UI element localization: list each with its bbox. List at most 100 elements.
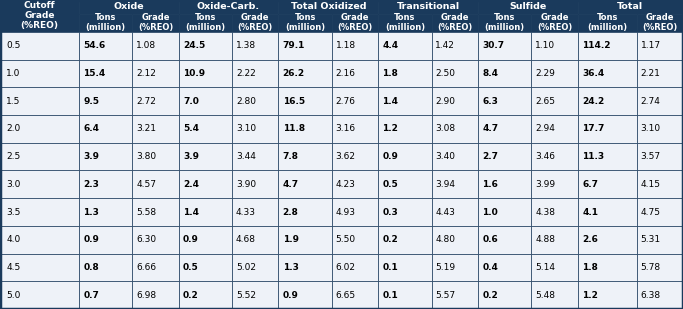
Text: 6.30: 6.30 xyxy=(136,235,156,244)
Bar xyxy=(578,0,683,14)
Bar xyxy=(179,115,232,143)
Text: 3.40: 3.40 xyxy=(435,152,456,161)
Bar xyxy=(637,143,683,171)
Text: 2.5: 2.5 xyxy=(6,152,20,161)
Bar xyxy=(478,198,531,226)
Text: 2.76: 2.76 xyxy=(335,97,356,106)
Text: 1.10: 1.10 xyxy=(535,41,555,50)
Text: 11.8: 11.8 xyxy=(283,124,305,133)
Bar xyxy=(531,32,578,60)
Bar xyxy=(279,115,332,143)
Bar xyxy=(0,254,79,281)
Text: 5.58: 5.58 xyxy=(136,208,156,217)
Bar xyxy=(378,198,432,226)
Text: 2.3: 2.3 xyxy=(83,180,99,189)
Bar xyxy=(478,115,531,143)
Text: 2.29: 2.29 xyxy=(535,69,555,78)
Text: 1.17: 1.17 xyxy=(641,41,660,50)
Bar xyxy=(279,254,332,281)
Text: 3.99: 3.99 xyxy=(535,180,555,189)
Bar xyxy=(378,143,432,171)
Bar xyxy=(378,115,432,143)
Text: 4.38: 4.38 xyxy=(535,208,555,217)
Text: 4.43: 4.43 xyxy=(435,208,456,217)
Bar xyxy=(0,87,79,115)
Text: 1.8: 1.8 xyxy=(382,69,398,78)
Text: Tons
(million): Tons (million) xyxy=(285,13,325,32)
Bar xyxy=(133,281,179,309)
Text: 6.7: 6.7 xyxy=(583,180,598,189)
Text: 2.65: 2.65 xyxy=(535,97,555,106)
Bar xyxy=(637,14,683,32)
Bar xyxy=(0,0,79,32)
Bar xyxy=(531,87,578,115)
Text: 7.0: 7.0 xyxy=(183,97,199,106)
Bar xyxy=(179,143,232,171)
Text: 4.93: 4.93 xyxy=(335,208,356,217)
Text: 3.5: 3.5 xyxy=(6,208,20,217)
Text: 2.72: 2.72 xyxy=(136,97,156,106)
Text: Grade
(%REO): Grade (%REO) xyxy=(642,13,678,32)
Text: 6.38: 6.38 xyxy=(641,291,660,300)
Text: 5.31: 5.31 xyxy=(641,235,660,244)
Text: 2.16: 2.16 xyxy=(335,69,356,78)
Bar xyxy=(432,226,478,254)
Bar xyxy=(478,171,531,198)
Text: 5.4: 5.4 xyxy=(183,124,199,133)
Bar xyxy=(179,60,232,87)
Text: 2.74: 2.74 xyxy=(641,97,660,106)
Bar xyxy=(79,87,133,115)
Bar xyxy=(79,0,179,14)
Text: 1.2: 1.2 xyxy=(583,291,598,300)
Text: 0.5: 0.5 xyxy=(183,263,199,272)
Bar xyxy=(332,171,378,198)
Text: Tons
(million): Tons (million) xyxy=(587,13,627,32)
Bar xyxy=(232,32,279,60)
Bar xyxy=(0,143,79,171)
Bar xyxy=(279,14,332,32)
Bar xyxy=(279,60,332,87)
Text: 3.44: 3.44 xyxy=(236,152,255,161)
Text: Total Oxidized: Total Oxidized xyxy=(290,2,366,11)
Bar xyxy=(332,226,378,254)
Text: 0.2: 0.2 xyxy=(482,291,498,300)
Text: Tons
(million): Tons (million) xyxy=(85,13,126,32)
Text: 4.33: 4.33 xyxy=(236,208,256,217)
Bar xyxy=(432,254,478,281)
Bar xyxy=(332,143,378,171)
Text: 9.5: 9.5 xyxy=(83,97,99,106)
Bar xyxy=(79,32,133,60)
Bar xyxy=(79,254,133,281)
Text: 0.5: 0.5 xyxy=(382,180,398,189)
Bar xyxy=(0,115,79,143)
Text: 2.94: 2.94 xyxy=(535,124,555,133)
Text: Grade
(%REO): Grade (%REO) xyxy=(337,13,373,32)
Text: 5.57: 5.57 xyxy=(435,291,456,300)
Bar xyxy=(279,87,332,115)
Text: 4.7: 4.7 xyxy=(482,124,499,133)
Bar xyxy=(432,32,478,60)
Bar xyxy=(531,60,578,87)
Bar xyxy=(232,198,279,226)
Bar xyxy=(79,115,133,143)
Text: 4.75: 4.75 xyxy=(641,208,660,217)
Text: 11.3: 11.3 xyxy=(583,152,604,161)
Text: 2.80: 2.80 xyxy=(236,97,256,106)
Text: 2.6: 2.6 xyxy=(583,235,598,244)
Text: 15.4: 15.4 xyxy=(83,69,105,78)
Text: 3.0: 3.0 xyxy=(6,180,20,189)
Text: 30.7: 30.7 xyxy=(482,41,504,50)
Bar xyxy=(232,115,279,143)
Bar xyxy=(279,143,332,171)
Text: 1.5: 1.5 xyxy=(6,97,20,106)
Text: Grade
(%REO): Grade (%REO) xyxy=(238,13,273,32)
Bar xyxy=(133,226,179,254)
Text: 0.3: 0.3 xyxy=(382,208,398,217)
Text: 5.50: 5.50 xyxy=(335,235,356,244)
Text: 0.9: 0.9 xyxy=(83,235,99,244)
Bar xyxy=(232,60,279,87)
Bar xyxy=(432,143,478,171)
Text: Oxide: Oxide xyxy=(113,2,144,11)
Text: 1.0: 1.0 xyxy=(6,69,20,78)
Text: Transitional: Transitional xyxy=(396,2,460,11)
